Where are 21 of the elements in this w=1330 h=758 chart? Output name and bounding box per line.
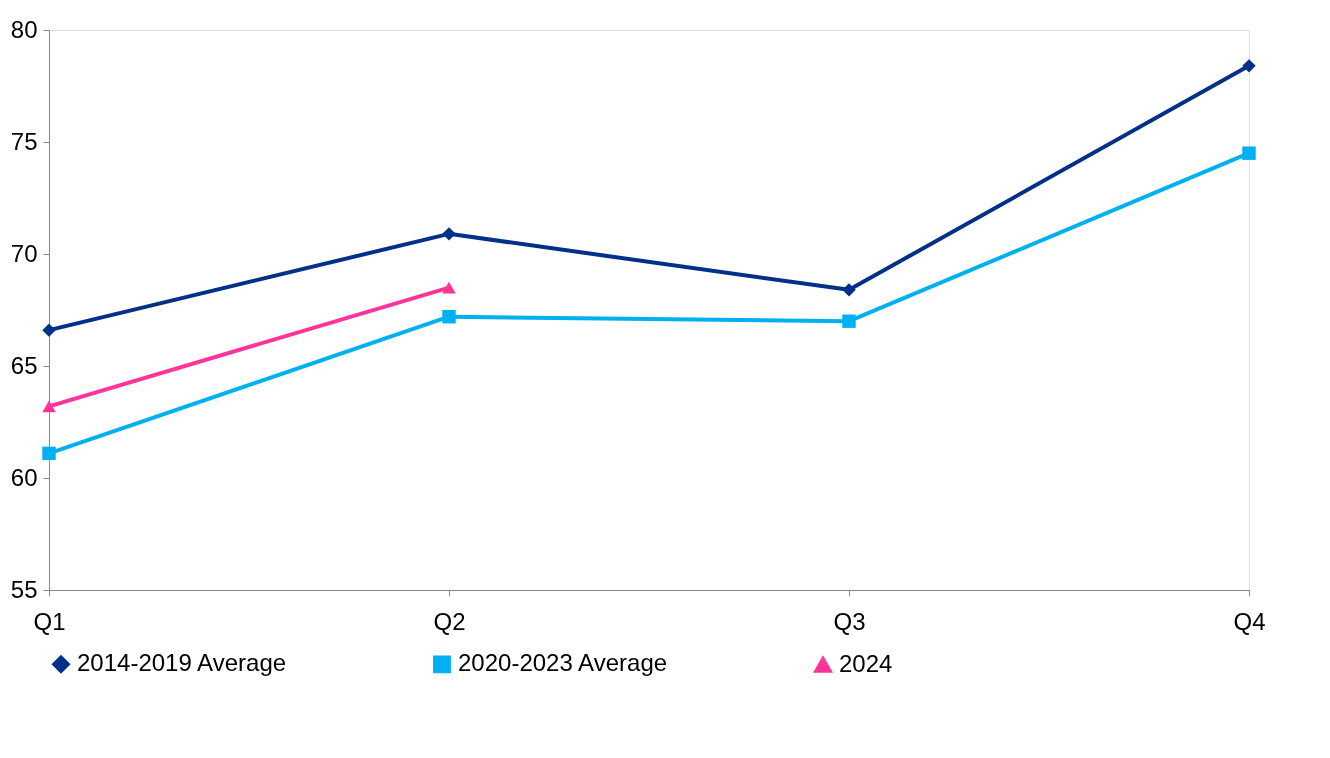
point xyxy=(442,227,456,241)
point xyxy=(1242,146,1256,160)
y-tick-label: 75 xyxy=(10,127,38,155)
legend-label: 2020-2023 Average xyxy=(458,649,668,677)
point xyxy=(842,314,856,328)
x-tick-label: Q1 xyxy=(33,607,66,635)
point xyxy=(1242,59,1256,73)
legend-label: 2014-2019 Average xyxy=(77,649,287,677)
x-tick-label: Q2 xyxy=(433,607,466,635)
point xyxy=(42,446,56,461)
y-tick-label: 80 xyxy=(10,15,38,43)
point xyxy=(842,283,856,297)
y-tick-label: 55 xyxy=(10,575,38,603)
point xyxy=(42,323,56,337)
y-tick-label: 65 xyxy=(10,351,38,379)
legend-label: 2024 xyxy=(839,649,893,677)
x-tick-label: Q3 xyxy=(833,607,866,635)
y-tick-label: 60 xyxy=(10,463,38,491)
point xyxy=(442,310,456,324)
x-tick-label: Q4 xyxy=(1233,607,1266,635)
y-tick-label: 70 xyxy=(10,239,38,267)
